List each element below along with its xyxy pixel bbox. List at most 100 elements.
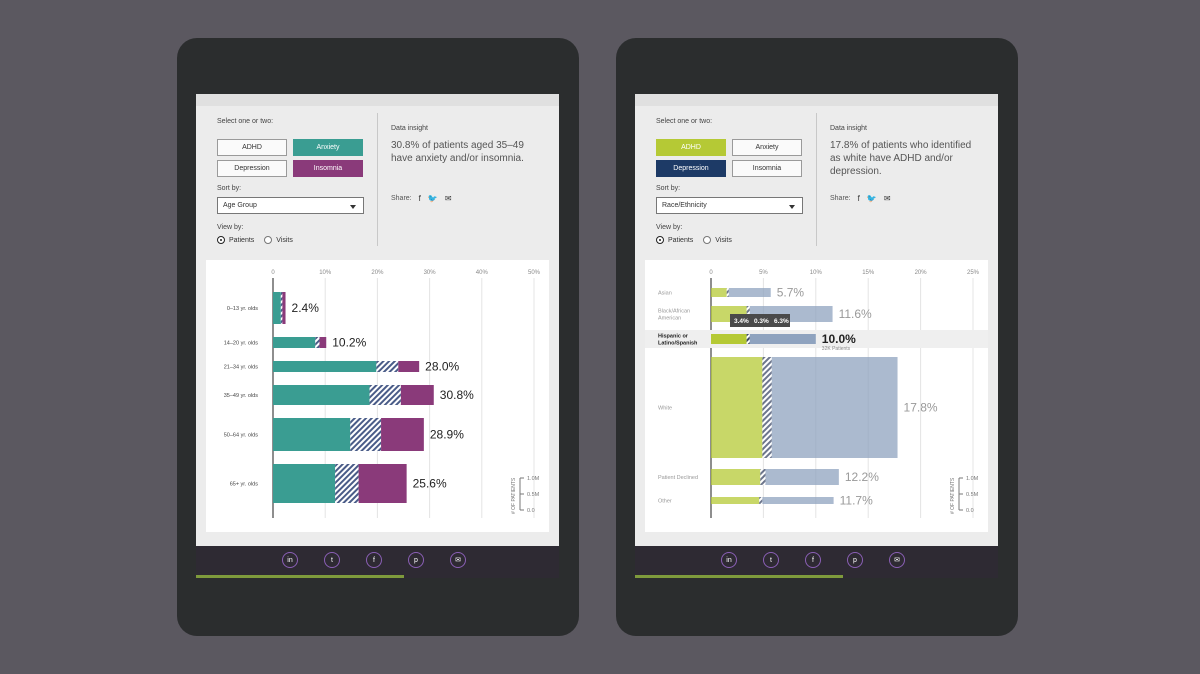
bar-segment [315,337,320,348]
filter-depression-button[interactable]: Depression [656,160,726,177]
insight-text: 30.8% of patients aged 35–49 have anxiet… [391,140,524,164]
bar-segment [273,361,377,372]
footer-share-buttons: in t f p ✉ [282,552,492,568]
size-legend-title: # OF PATIENTS [950,477,956,514]
mail-icon[interactable]: ✉ [883,194,891,203]
facebook-icon[interactable]: f [805,552,821,568]
screen-right: Select one or two: ADHD Anxiety Depressi… [635,94,998,578]
bar-segment [762,497,834,504]
bar-segment [350,418,382,451]
filter-adhd-button[interactable]: ADHD [217,139,287,156]
bar-segment [760,469,766,485]
chart-svg: 0 10% 20% 30% 40% 50% 0–13 yr. olds 2.4% 14–20 y… [224,270,541,518]
progress-bar [196,575,404,578]
mail-icon[interactable]: ✉ [450,552,466,568]
radio-label: Patients [229,236,255,244]
tooltip-value: 3.4% [734,318,749,325]
twitter-icon[interactable]: 🐦 [427,194,438,203]
view-patients-radio[interactable]: Patients [656,236,693,244]
bar-segment [273,464,336,503]
bar-segment [358,464,407,503]
view-radios: Patients Visits [217,236,301,246]
pocket-icon[interactable]: p [847,552,863,568]
bar-segment [711,334,747,344]
twitter-icon[interactable]: t [324,552,340,568]
insight-text: 17.8% of patients who identified as whit… [830,140,972,177]
radio-unchecked-icon [264,236,273,244]
x-tick-label: 15% [862,270,875,276]
data-insight: Data insight 17.8% of patients who ident… [830,125,990,177]
bar-segment [273,418,351,451]
insight-label: Data insight [391,125,428,132]
filter-depression-button[interactable]: Depression [217,160,287,177]
category-label: 14–20 yr. olds [224,341,258,347]
x-tick-label: 25% [967,270,980,276]
view-patients-radio[interactable]: Patients [217,236,254,244]
sort-select[interactable]: Race/Ethnicity [656,197,803,214]
total-label: 10.2% [332,336,366,350]
filter-adhd-button[interactable]: ADHD [656,139,726,156]
bar-segment [746,334,750,344]
tablet-left: Select one or two: ADHD Anxiety Depressi… [177,38,579,636]
view-label: View by: [217,224,244,231]
share-row: Share: f 🐦 ✉ [830,194,891,203]
mail-icon[interactable]: ✉ [444,194,452,203]
view-visits-radio[interactable]: Visits [264,236,293,244]
facebook-icon[interactable]: f [366,552,382,568]
size-legend-label: 0.0 [527,508,535,514]
bar-segment [282,292,286,324]
mail-icon[interactable]: ✉ [889,552,905,568]
divider [816,113,817,246]
bar-segment [759,497,763,504]
top-bar [196,94,559,106]
screen-left: Select one or two: ADHD Anxiety Depressi… [196,94,559,578]
category-label: American [658,316,681,322]
category-label: Latino/Spanish [658,341,698,347]
total-label: 25.6% [413,477,447,491]
facebook-icon[interactable]: f [857,194,860,203]
chart-svg: 0 5% 10% 15% 20% 25% Asian 5.7% Black/AfricanAme… [645,270,988,518]
x-tick-label: 10% [319,270,332,276]
footer-bar: in t f p ✉ [635,546,998,578]
footer-bar: in t f p ✉ [196,546,559,578]
category-label: Black/African [658,309,690,315]
total-label: 5.7% [777,286,805,300]
top-bar [635,94,998,106]
filter-insomnia-button[interactable]: Insomnia [293,160,363,177]
filter-insomnia-button[interactable]: Insomnia [732,160,802,177]
sort-select[interactable]: Age Group [217,197,364,214]
insight-label: Data insight [830,125,867,132]
size-legend-title: # OF PATIENTS [511,477,517,514]
bar-segment [726,288,729,297]
tooltip-value: 6.3% [774,318,789,325]
bar-segment [762,357,772,458]
sort-label: Sort by: [217,185,242,192]
radio-label: Visits [715,236,732,244]
total-label: 2.4% [292,301,320,315]
facebook-icon[interactable]: f [418,194,421,203]
total-label: 28.0% [425,360,459,374]
filter-anxiety-button[interactable]: Anxiety [732,139,802,156]
bar-segment [771,357,898,458]
twitter-icon[interactable]: t [763,552,779,568]
filter-anxiety-button[interactable]: Anxiety [293,139,363,156]
category-label: Asian [658,291,672,297]
twitter-icon[interactable]: 🐦 [866,194,877,203]
select-label: Select one or two: [217,118,274,125]
linkedin-icon[interactable]: in [282,552,298,568]
tooltip-value: 0.3% [754,318,769,325]
bar-segment [711,497,760,504]
linkedin-icon[interactable]: in [721,552,737,568]
pocket-icon[interactable]: p [408,552,424,568]
sort-label: Sort by: [656,185,681,192]
bar-segment [369,385,401,405]
data-insight: Data insight 30.8% of patients aged 35–4… [391,125,551,164]
share-row: Share: f 🐦 ✉ [391,194,452,203]
category-label: Hispanic or [658,334,689,340]
footer-share-buttons: in t f p ✉ [721,552,931,568]
x-tick-label: 30% [424,270,437,276]
x-tick-label: 20% [371,270,384,276]
bar-segment [398,361,420,372]
view-visits-radio[interactable]: Visits [703,236,732,244]
bar-segment [280,292,283,324]
